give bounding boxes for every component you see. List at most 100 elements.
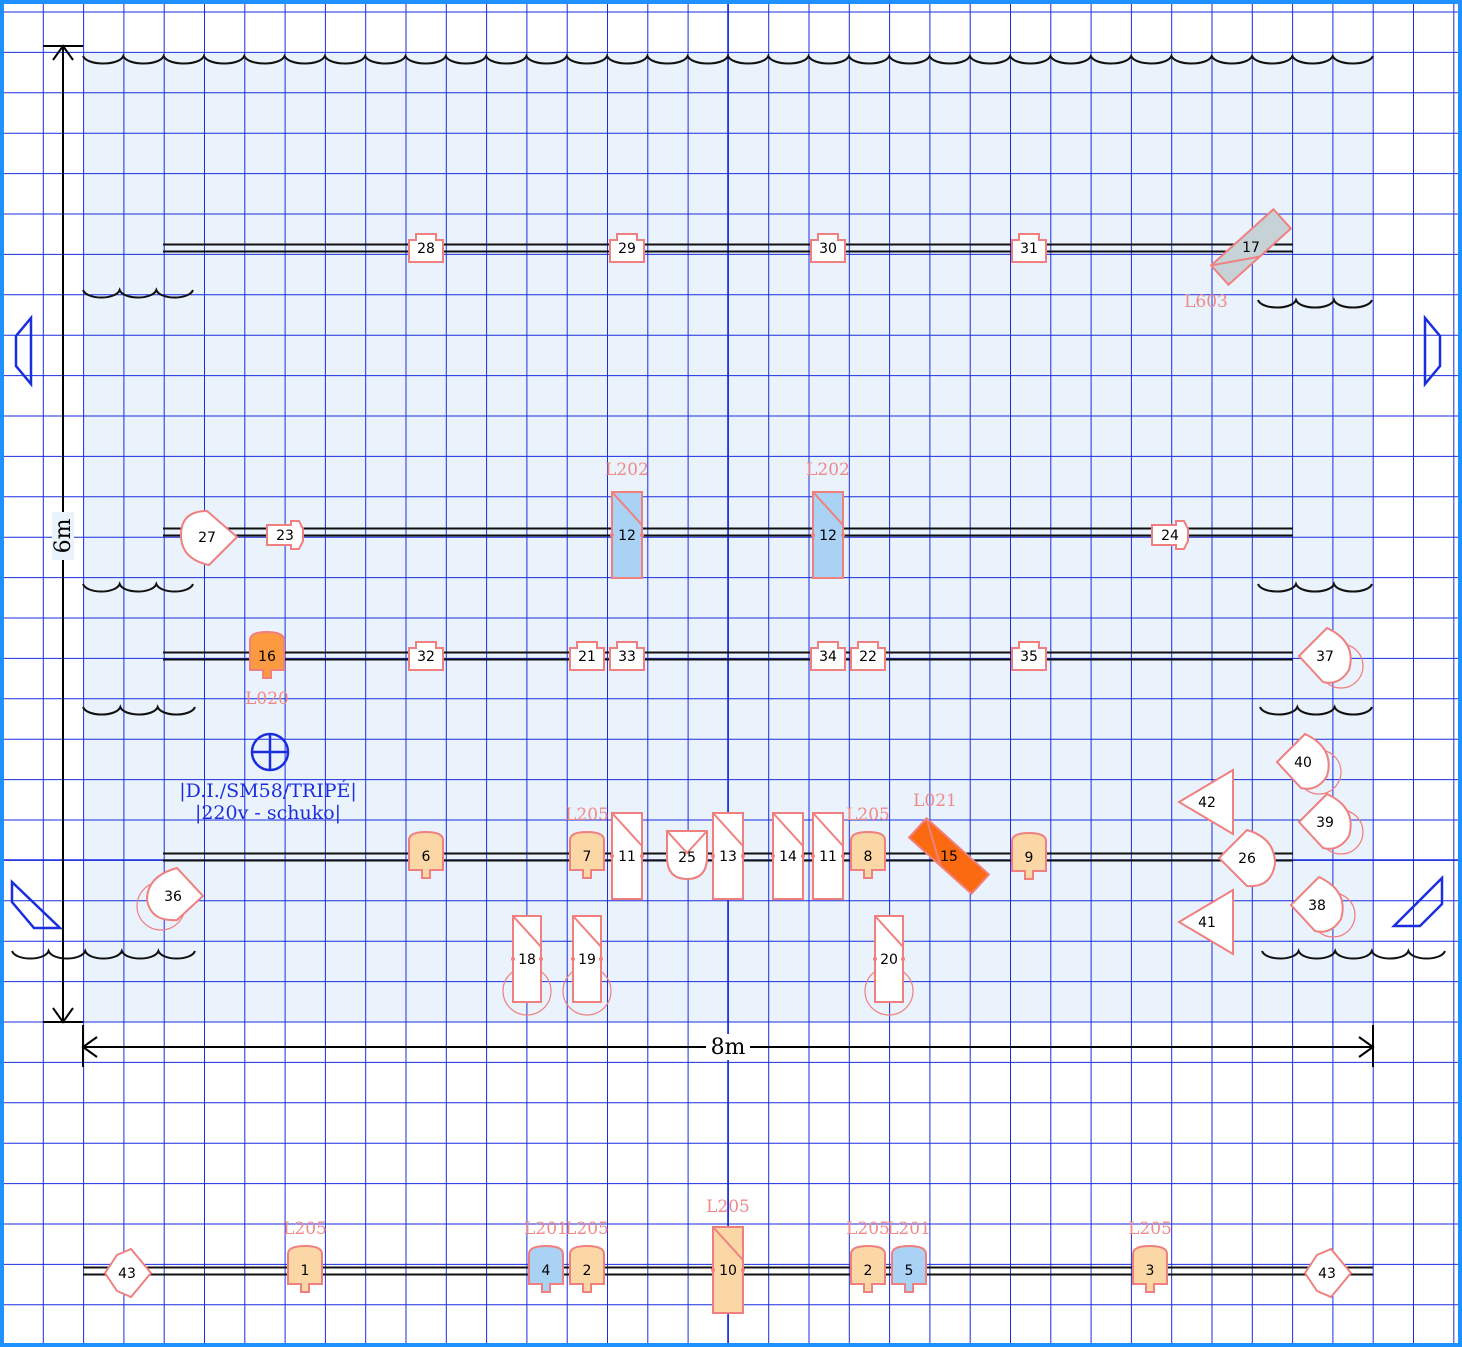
- fixture-number: 12: [618, 528, 636, 544]
- fixture-shutter: [812, 491, 844, 526]
- fixture-body: [249, 630, 285, 679]
- fixture-9: 9: [1011, 831, 1047, 880]
- fixture-30: 30: [810, 233, 846, 263]
- fixture-body: [850, 641, 886, 671]
- fixture-number: 42: [1198, 795, 1216, 811]
- fixture-hook: [741, 854, 745, 858]
- fixture-16: 16 L020: [245, 630, 289, 709]
- fixture-2: 2 L205: [846, 1219, 890, 1293]
- fixture-body: [569, 1244, 605, 1293]
- fixture-40: 40: [1275, 732, 1342, 795]
- fixture-body: [1303, 1247, 1353, 1299]
- fixture-number: 16: [258, 649, 276, 665]
- fixture-number: 3: [1146, 1263, 1155, 1279]
- curtain: [1261, 948, 1446, 960]
- fixture-number: 30: [819, 241, 837, 257]
- fixture-gel-label: L202: [605, 460, 649, 480]
- fixture-number: 9: [1025, 850, 1034, 866]
- fixture-25: 25: [666, 830, 708, 881]
- fixture-22: 22: [850, 641, 886, 671]
- height-label-bg: [52, 512, 74, 560]
- fixture-number: 43: [118, 1266, 136, 1282]
- fixture-body: [103, 1247, 153, 1299]
- fixture-body: [891, 1244, 927, 1293]
- fixture-number: 36: [164, 889, 182, 905]
- fixture-gel-label: L202: [806, 460, 850, 480]
- fixture-42: 42: [1177, 768, 1234, 836]
- width-dimension-label: 8m: [711, 1035, 746, 1060]
- fixture-body: [609, 233, 645, 263]
- fixture-24: 24: [1151, 520, 1189, 550]
- curtain: [1257, 297, 1373, 309]
- curtain: [1259, 704, 1373, 716]
- fixture-37: 37: [1297, 626, 1364, 689]
- fixture-17: 17 L603: [1184, 207, 1293, 312]
- fixture-number: 40: [1294, 755, 1312, 771]
- fixture-4: 4 L201: [524, 1219, 568, 1293]
- fixture-body: [907, 816, 991, 896]
- fixture-number: 5: [905, 1263, 914, 1279]
- fixture-number: 41: [1198, 915, 1216, 931]
- fixture-shutter: [712, 812, 744, 847]
- fixture-body: [408, 830, 444, 879]
- di-station: |D.I./SM58/TRIPÉ| |220v - schuko|: [179, 732, 357, 824]
- fixture-39: 39: [1297, 792, 1364, 855]
- fixture-body: [408, 233, 444, 263]
- fixture-number: 19: [578, 952, 596, 968]
- fixture-lens: [666, 830, 708, 855]
- fixture-35: 35: [1011, 641, 1047, 671]
- fixture-gel-label: L205: [283, 1219, 327, 1239]
- fixture-hook: [771, 854, 775, 858]
- fixture-body: [850, 830, 886, 879]
- fixture-number: 24: [1161, 528, 1179, 544]
- fixture-body: [810, 233, 846, 263]
- fixture-gel-label: L205: [846, 1219, 890, 1239]
- fixture-33: 33: [609, 641, 645, 671]
- fixture-number: 18: [518, 952, 536, 968]
- width-label-bg: [706, 1034, 750, 1060]
- fixture-body: [1275, 732, 1330, 790]
- fixture-number: 28: [417, 241, 435, 257]
- fixture-number: 26: [1238, 851, 1256, 867]
- fixture-shutter: [512, 915, 542, 948]
- fixture-number: 39: [1316, 815, 1334, 831]
- fixture-body: [772, 812, 804, 900]
- fixture-number: 43: [1318, 1266, 1336, 1282]
- fixture-hook: [801, 854, 805, 858]
- fixture-number: 7: [583, 849, 592, 865]
- fixture-hook: [711, 854, 715, 858]
- fixture-hook: [610, 533, 614, 537]
- fixture-body: [1209, 207, 1293, 287]
- fixture-hook: [571, 957, 575, 961]
- curtain: [82, 53, 1374, 65]
- fixture-12: 12 L202: [806, 460, 850, 579]
- fixture-43: 43: [1303, 1247, 1353, 1299]
- fixture-hook: [640, 533, 644, 537]
- fixture-number: 13: [719, 849, 737, 865]
- fixture-number: 34: [819, 649, 837, 665]
- fixture-number: 1: [301, 1263, 310, 1279]
- fixture-13: 13: [711, 812, 745, 900]
- fixture-number: 25: [678, 850, 696, 866]
- fixture-number: 32: [417, 649, 435, 665]
- fixture-body: [145, 866, 205, 922]
- fixture-body: [1177, 888, 1234, 956]
- fixture-body: [179, 509, 239, 567]
- fixture-number: 35: [1020, 649, 1038, 665]
- fixture-5: 5 L201: [887, 1219, 931, 1293]
- fixture-15: 15 L021: [907, 791, 991, 896]
- curtain: [1257, 581, 1373, 593]
- fixture-body: [1011, 233, 1047, 263]
- fixture-gel-label: L201: [887, 1219, 931, 1239]
- fixture-26: 26: [1217, 828, 1277, 888]
- fixture-number: 2: [864, 1263, 873, 1279]
- fixture-body: [1177, 768, 1234, 836]
- fixture-body: [1289, 875, 1344, 933]
- fixture-body: [1297, 626, 1352, 684]
- fixture-hook: [599, 957, 603, 961]
- fixture-shutter: [925, 817, 942, 866]
- side-markers: [10, 314, 1444, 930]
- fixture-gel-label: L020: [245, 689, 289, 709]
- fixture-rotated: [1209, 207, 1293, 287]
